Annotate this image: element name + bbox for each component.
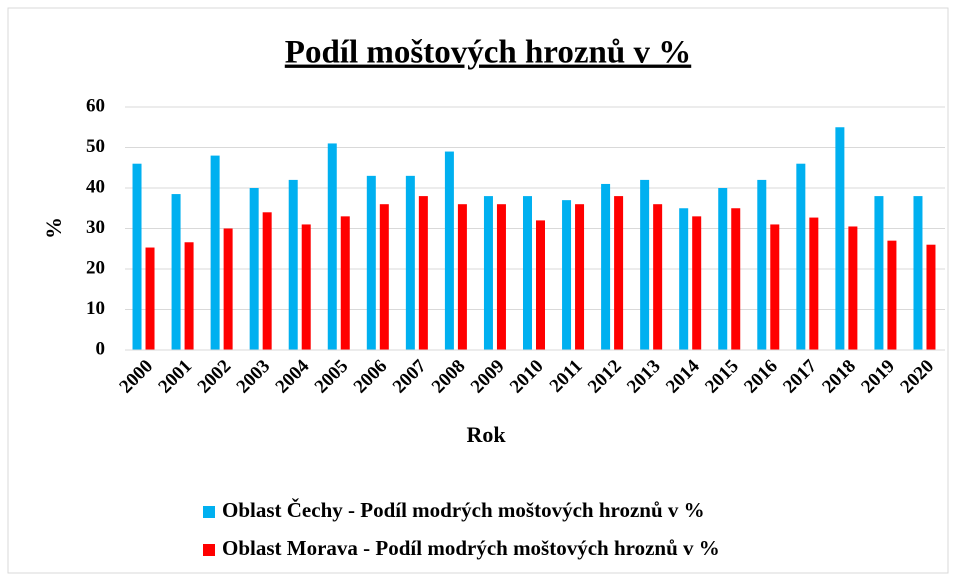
bar [770, 224, 780, 350]
bar [874, 196, 884, 350]
chart-border [7, 7, 949, 574]
legend-swatch [203, 506, 215, 518]
y-tick-label: 40 [86, 176, 105, 197]
bar [418, 196, 428, 350]
bar [614, 196, 624, 350]
bar [640, 179, 650, 350]
bar [575, 204, 585, 350]
bar [444, 151, 454, 350]
bar [223, 228, 233, 350]
chart-title: Podíl moštových hroznů v % [285, 35, 691, 71]
y-tick-label: 30 [86, 217, 105, 238]
bar [562, 200, 572, 350]
y-tick-label: 60 [86, 95, 105, 116]
bar [496, 204, 506, 350]
bar [913, 196, 923, 350]
bar [536, 220, 545, 350]
bar [171, 194, 181, 350]
bar [366, 175, 376, 350]
bar [653, 204, 663, 350]
bar [679, 208, 689, 350]
bar [327, 143, 337, 350]
bar [796, 163, 806, 350]
bar [483, 196, 493, 350]
y-axis-label: % [41, 217, 66, 239]
y-tick-label: 20 [86, 257, 105, 278]
bar [288, 179, 298, 350]
bar [132, 163, 142, 350]
bar [249, 188, 259, 350]
bar [601, 183, 611, 350]
legend-label: Oblast Morava - Podíl modrých moštových … [222, 536, 720, 560]
bar [731, 208, 741, 350]
bar [926, 244, 936, 350]
bar [262, 212, 272, 350]
legend-label: Oblast Čechy - Podíl modrých moštových h… [222, 498, 705, 522]
bar [210, 155, 220, 350]
bar [718, 188, 728, 350]
bar [340, 216, 350, 350]
x-axis-label: Rok [466, 422, 506, 447]
bar [523, 196, 532, 350]
y-tick-label: 10 [86, 298, 105, 319]
bar [184, 242, 194, 350]
bar [887, 240, 897, 350]
bar [405, 175, 415, 350]
bar [692, 216, 702, 350]
bar [457, 204, 467, 350]
bar [757, 179, 767, 350]
y-tick-label: 0 [96, 338, 106, 359]
bar [809, 217, 819, 350]
bar [848, 226, 858, 350]
bar [145, 247, 155, 350]
bar [301, 224, 311, 350]
bar [379, 204, 389, 350]
bar [835, 127, 845, 350]
y-tick-label: 50 [86, 136, 105, 157]
legend-swatch [203, 544, 215, 556]
